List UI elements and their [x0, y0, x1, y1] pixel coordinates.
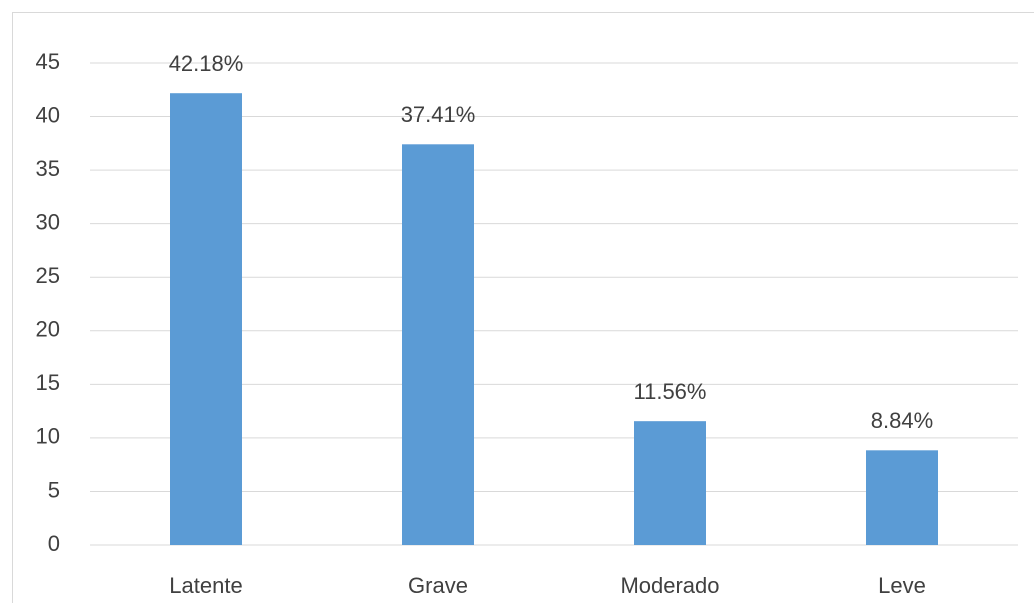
y-tick-label: 30 — [36, 209, 60, 234]
bar — [866, 450, 938, 545]
x-tick-label: Moderado — [620, 573, 719, 598]
y-tick-label: 25 — [36, 263, 60, 288]
y-tick-label: 20 — [36, 317, 60, 342]
value-label: 11.56% — [634, 379, 707, 404]
y-tick-label: 45 — [36, 49, 60, 74]
bar — [402, 144, 474, 545]
y-tick-label: 35 — [36, 156, 60, 181]
value-label: 42.18% — [169, 51, 244, 76]
bar — [634, 421, 706, 545]
y-tick-label: 5 — [48, 477, 60, 502]
y-tick-label: 0 — [48, 531, 60, 556]
y-tick-label: 15 — [36, 370, 60, 395]
bar — [170, 93, 242, 545]
x-tick-label: Latente — [169, 573, 242, 598]
y-tick-label: 10 — [36, 424, 60, 449]
x-tick-label: Grave — [408, 573, 468, 598]
x-tick-label: Leve — [878, 573, 926, 598]
value-label: 8.84% — [871, 408, 933, 433]
y-tick-label: 40 — [36, 102, 60, 127]
value-label: 37.41% — [401, 102, 476, 127]
